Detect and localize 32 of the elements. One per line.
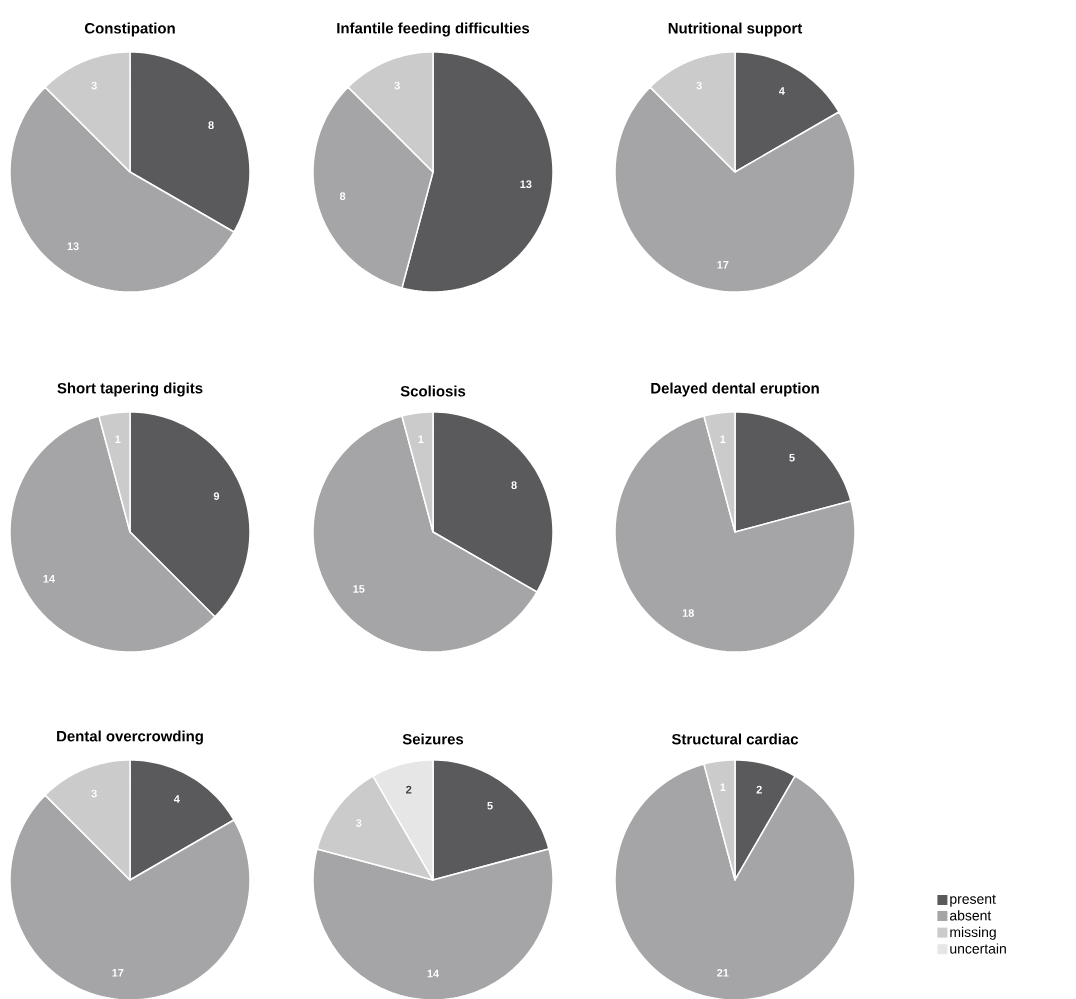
chart-title: Short tapering digits bbox=[57, 382, 203, 397]
data-label: 18 bbox=[682, 609, 694, 617]
data-label: 14 bbox=[427, 969, 440, 978]
chart-title: Nutritional support bbox=[668, 22, 803, 37]
data-label: 8 bbox=[208, 121, 214, 130]
legend-label: absent bbox=[949, 910, 992, 921]
data-label: 5 bbox=[487, 801, 493, 810]
chart-title: Scoliosis bbox=[400, 385, 466, 397]
data-label: 17 bbox=[717, 261, 729, 269]
data-label: 13 bbox=[67, 242, 79, 251]
chart-title: Seizures bbox=[402, 733, 464, 745]
legend-label: missing bbox=[950, 926, 996, 940]
data-label: 4 bbox=[778, 87, 785, 95]
data-label: 2 bbox=[756, 785, 762, 794]
chart-title: Delayed dental eruption bbox=[651, 382, 819, 397]
legend-label: present bbox=[950, 894, 996, 907]
chart-title: Constipation bbox=[84, 22, 175, 37]
data-label: 8 bbox=[511, 481, 517, 490]
chart-title: Infantile feeding difficulties bbox=[337, 22, 530, 37]
legend-label: uncertain bbox=[950, 943, 1006, 954]
data-label: 5 bbox=[789, 453, 795, 462]
chart-title: Structural cardiac bbox=[671, 733, 799, 745]
data-label: 14 bbox=[43, 575, 55, 583]
data-label: 2 bbox=[406, 785, 412, 794]
data-label: 8 bbox=[339, 192, 346, 201]
data-label: 13 bbox=[520, 180, 532, 189]
data-label: 9 bbox=[213, 492, 220, 501]
data-label: 21 bbox=[717, 968, 729, 977]
chart-title: Dental overcrowding bbox=[57, 730, 203, 745]
data-label: 17 bbox=[112, 969, 124, 977]
data-label: 4 bbox=[173, 795, 180, 803]
data-label: 15 bbox=[353, 585, 365, 593]
